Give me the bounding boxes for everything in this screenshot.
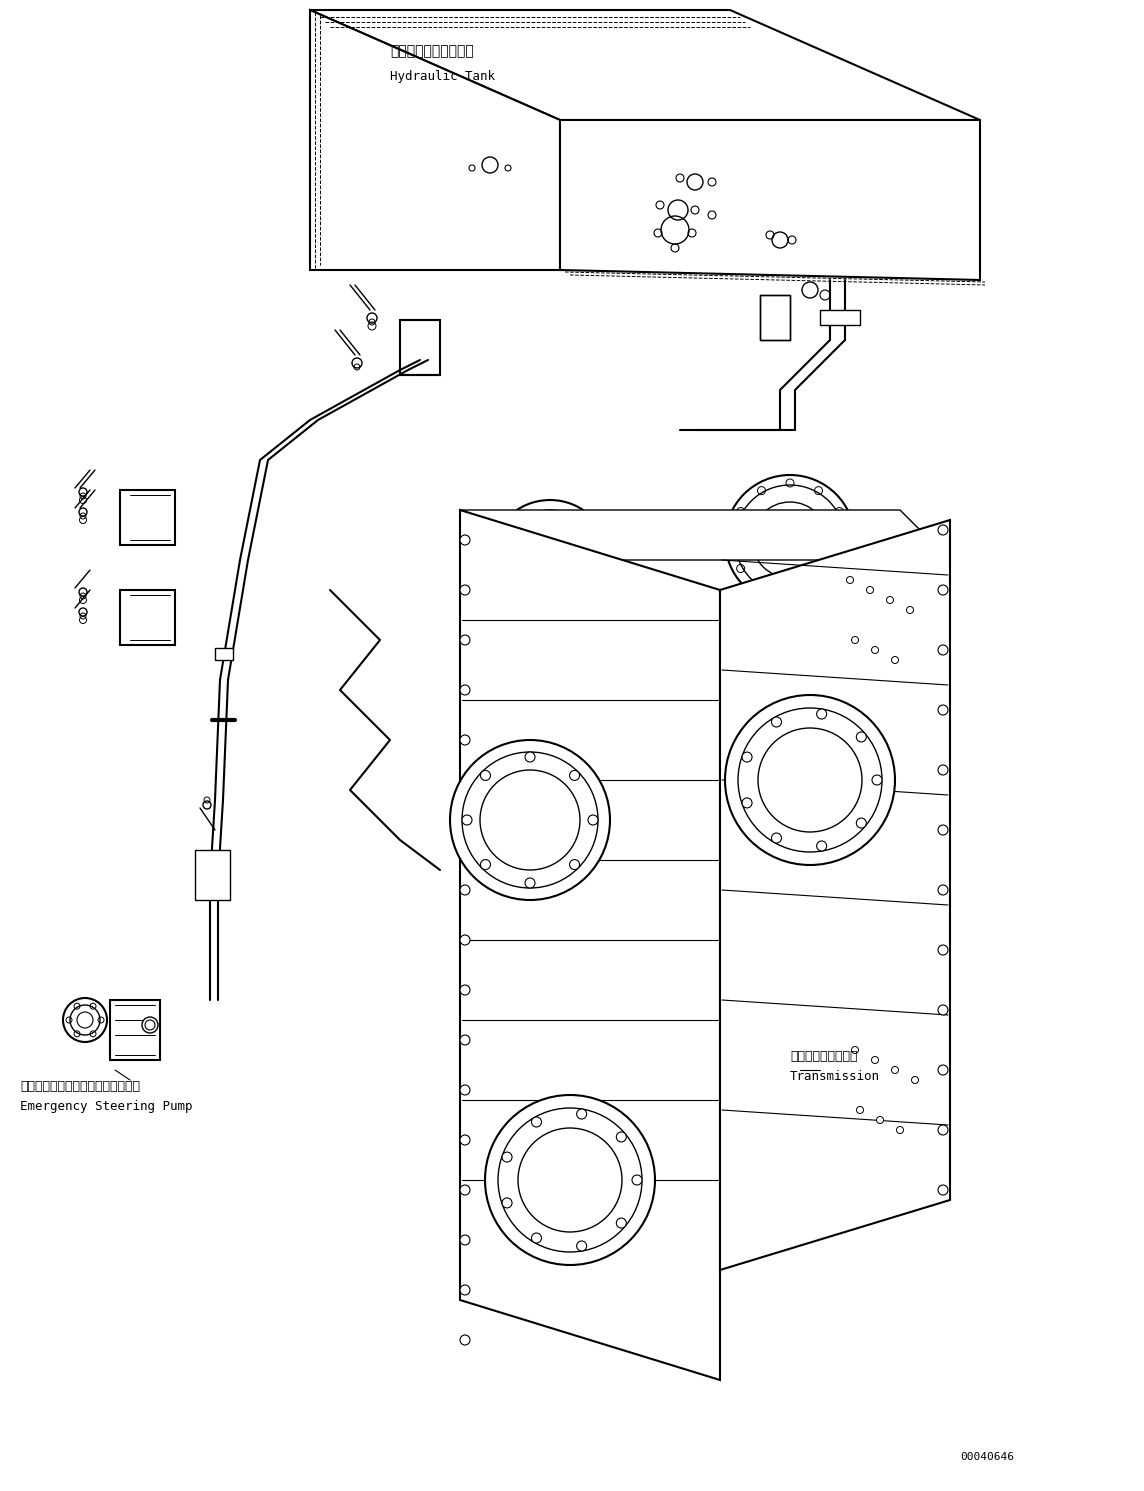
Circle shape (460, 1235, 470, 1245)
Circle shape (938, 1065, 948, 1075)
Circle shape (938, 1126, 948, 1135)
Circle shape (460, 784, 470, 795)
Circle shape (725, 476, 855, 605)
Text: Emergency Steering Pump: Emergency Steering Pump (19, 1100, 192, 1112)
Circle shape (460, 584, 470, 595)
Circle shape (866, 586, 874, 593)
Polygon shape (310, 10, 561, 270)
Circle shape (938, 886, 948, 895)
Circle shape (525, 751, 535, 762)
Circle shape (532, 1233, 541, 1243)
Circle shape (725, 695, 895, 865)
Polygon shape (120, 491, 175, 546)
Circle shape (525, 878, 535, 889)
Polygon shape (110, 1000, 160, 1060)
Circle shape (577, 1109, 587, 1120)
Circle shape (462, 816, 472, 825)
Bar (215, 649, 233, 661)
Polygon shape (460, 510, 720, 1381)
Circle shape (570, 771, 580, 780)
Circle shape (450, 740, 610, 901)
Polygon shape (400, 321, 440, 376)
Circle shape (532, 1117, 541, 1127)
Circle shape (872, 647, 879, 653)
Text: エマージェンシステアリングポンプ: エマージェンシステアリングポンプ (19, 1079, 140, 1093)
Circle shape (460, 535, 470, 546)
Circle shape (502, 1197, 513, 1208)
Polygon shape (760, 295, 791, 340)
Circle shape (891, 656, 898, 663)
Polygon shape (720, 520, 950, 1270)
Text: Hydraulic Tank: Hydraulic Tank (390, 70, 495, 83)
Polygon shape (820, 310, 860, 325)
Circle shape (887, 596, 893, 604)
Circle shape (617, 1132, 626, 1142)
Circle shape (460, 886, 470, 895)
Circle shape (938, 646, 948, 655)
Circle shape (851, 637, 858, 644)
Text: トランスミッション: トランスミッション (791, 1050, 858, 1063)
Circle shape (577, 1241, 587, 1251)
Circle shape (817, 710, 827, 719)
Circle shape (480, 859, 491, 869)
Circle shape (617, 1218, 626, 1229)
Circle shape (460, 1334, 470, 1345)
Circle shape (938, 584, 948, 595)
Circle shape (460, 684, 470, 695)
Circle shape (460, 1135, 470, 1145)
Circle shape (771, 717, 781, 728)
Text: ハイドロリックタンク: ハイドロリックタンク (390, 45, 474, 58)
Circle shape (872, 1057, 879, 1063)
Circle shape (460, 1185, 470, 1194)
Polygon shape (194, 850, 230, 901)
Circle shape (938, 765, 948, 775)
Circle shape (938, 525, 948, 535)
Circle shape (802, 282, 818, 298)
Circle shape (897, 1127, 904, 1133)
Polygon shape (561, 119, 980, 280)
Circle shape (502, 1153, 513, 1161)
Circle shape (847, 577, 853, 583)
Text: 00040646: 00040646 (960, 1452, 1014, 1463)
Circle shape (876, 1117, 883, 1124)
Circle shape (817, 841, 827, 851)
Circle shape (460, 935, 470, 945)
Circle shape (485, 1094, 656, 1264)
Circle shape (938, 945, 948, 956)
Circle shape (460, 986, 470, 994)
Circle shape (63, 997, 108, 1042)
Circle shape (857, 732, 866, 743)
Circle shape (851, 1047, 858, 1054)
Circle shape (460, 1035, 470, 1045)
Circle shape (490, 499, 610, 620)
Circle shape (460, 1285, 470, 1296)
Circle shape (742, 798, 752, 808)
Circle shape (631, 1175, 642, 1185)
Circle shape (460, 735, 470, 746)
Circle shape (857, 819, 866, 828)
Circle shape (460, 1085, 470, 1094)
Polygon shape (460, 510, 950, 561)
Circle shape (142, 1017, 158, 1033)
Circle shape (742, 751, 752, 762)
Circle shape (570, 859, 580, 869)
Circle shape (460, 835, 470, 845)
Circle shape (588, 816, 598, 825)
Circle shape (938, 1185, 948, 1194)
Polygon shape (310, 10, 980, 119)
Text: Transmission: Transmission (791, 1071, 880, 1082)
Circle shape (912, 1077, 919, 1084)
Circle shape (938, 1005, 948, 1015)
Circle shape (906, 607, 914, 613)
Circle shape (460, 635, 470, 646)
Circle shape (891, 1066, 898, 1074)
Polygon shape (120, 590, 175, 646)
Circle shape (938, 825, 948, 835)
Circle shape (872, 775, 882, 784)
Circle shape (480, 771, 491, 780)
Circle shape (938, 705, 948, 716)
Circle shape (771, 833, 781, 842)
Circle shape (857, 1106, 864, 1114)
